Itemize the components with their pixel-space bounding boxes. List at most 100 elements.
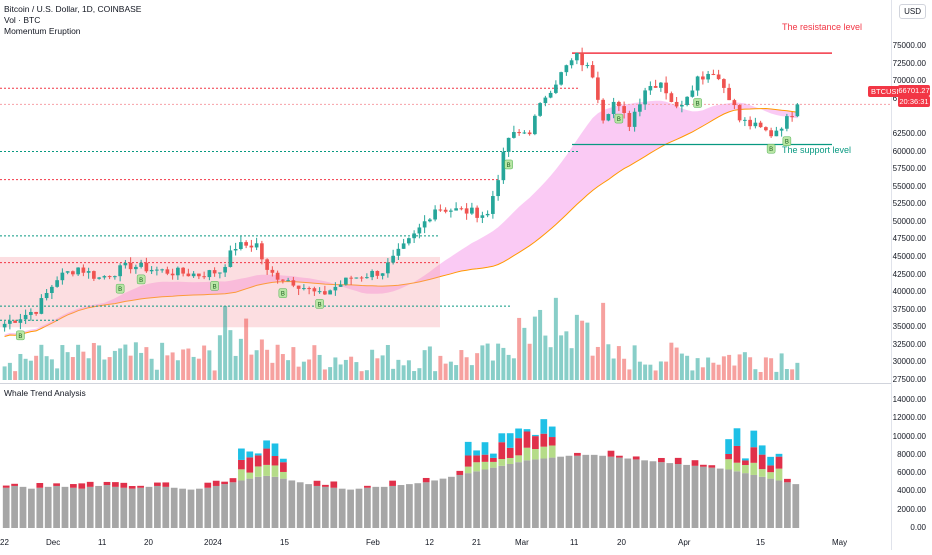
volume-bar: [328, 367, 333, 380]
volume-bar: [412, 371, 417, 380]
volume-bar: [669, 342, 674, 380]
volume-bar: [574, 314, 579, 380]
volume-bar: [763, 357, 768, 380]
volume-bar: [475, 353, 480, 380]
volume-bar: [396, 359, 401, 380]
candle-body: [118, 265, 122, 277]
candle-body: [459, 208, 464, 210]
candle-body: [753, 122, 758, 127]
volume-bar: [2, 366, 7, 380]
candle-body: [134, 266, 138, 270]
price-axis[interactable]: USD 75000.0072500.0070000.0067500.006250…: [891, 0, 932, 550]
candle-body: [622, 106, 626, 113]
whale-red-segment: [515, 438, 522, 456]
candle-body: [648, 86, 653, 91]
volume-bar: [769, 358, 774, 380]
volume-bar: [65, 352, 70, 380]
whale-red-segment: [322, 484, 329, 487]
whale-bar: [532, 459, 539, 528]
candle-body: [338, 284, 343, 287]
candle-body: [181, 267, 185, 274]
whale-cyan-segment: [523, 429, 531, 432]
candle-body: [391, 255, 395, 263]
volume-bar: [548, 347, 553, 380]
pane-separator[interactable]: [0, 383, 892, 384]
volume-bar: [674, 347, 679, 380]
time-tick-label: May: [832, 538, 848, 547]
candle-body: [291, 280, 296, 286]
whale-bar: [288, 480, 296, 528]
whale-bar: [187, 489, 195, 528]
volume-bar: [217, 335, 222, 380]
whale-red-segment: [112, 482, 119, 487]
whale-bar: [44, 486, 52, 528]
volume-bar: [207, 350, 212, 380]
whale-bar: [128, 488, 136, 528]
candle-body: [270, 269, 275, 273]
price-tick-label: 45000.00: [892, 251, 926, 261]
volume-bar: [13, 371, 18, 380]
whale-bar: [154, 485, 161, 528]
whale-red-segment: [658, 457, 665, 463]
candle-body: [60, 272, 65, 281]
whale-red-segment: [263, 448, 270, 465]
whale-green-segment: [490, 461, 497, 468]
whale-red-segment: [574, 452, 581, 456]
candle-body: [496, 180, 500, 197]
volume-bar: [28, 360, 33, 380]
whale-red-segment: [473, 455, 480, 463]
candle-body: [774, 130, 779, 137]
volume-bar: [359, 371, 364, 380]
candle-body: [281, 279, 285, 281]
candle-body: [695, 76, 700, 91]
volume-bar: [312, 345, 317, 380]
whale-cyan-segment: [775, 453, 783, 457]
candle-body: [86, 271, 91, 273]
candle-body: [107, 276, 112, 278]
volume-bar: [753, 369, 758, 380]
whale-bar: [389, 485, 396, 528]
whale-red-segment: [229, 478, 237, 483]
whale-red-segment: [775, 456, 783, 469]
candle-body: [165, 269, 170, 274]
buy-signal-label: B: [139, 278, 143, 284]
candle-body: [601, 99, 605, 121]
candle-body: [769, 130, 773, 137]
whale-tick-label: 8000.00: [897, 449, 926, 459]
candle-body: [50, 286, 54, 293]
whale-red-segment: [532, 436, 539, 450]
symbol-price-tag: BTCUSD: [868, 86, 905, 97]
whale-cyan-segment: [758, 445, 766, 455]
whale-bar: [36, 487, 44, 528]
candle-body: [512, 132, 516, 138]
whale-red-segment: [456, 470, 464, 475]
buy-signal-marker: [115, 283, 125, 294]
candle-body: [412, 233, 416, 239]
buy-signal-marker: [614, 113, 624, 124]
volume-bar: [422, 350, 427, 380]
candle-body: [113, 276, 117, 278]
whale-bar: [406, 484, 413, 528]
candle-body: [97, 277, 101, 279]
price-tick-label: 50000.00: [892, 216, 926, 226]
volume-bar: [606, 344, 611, 380]
whale-bar: [506, 464, 514, 528]
volume-bar: [721, 356, 726, 380]
whale-bar: [658, 462, 665, 528]
candle-body: [795, 104, 800, 117]
price-tick-label: 40000.00: [892, 287, 926, 297]
whale-cyan-segment: [742, 458, 749, 461]
candle-body: [44, 292, 49, 299]
whale-green-segment: [271, 465, 279, 477]
candle-body: [23, 314, 28, 320]
volume-bar: [427, 346, 432, 380]
volume-bar: [433, 371, 438, 380]
volume-bar: [81, 351, 86, 380]
momentum-ribbon: [4, 100, 798, 337]
buy-signal-marker: [210, 281, 219, 291]
whale-red-segment: [464, 455, 472, 467]
whale-bar: [322, 486, 329, 528]
currency-button[interactable]: USD: [899, 4, 926, 19]
